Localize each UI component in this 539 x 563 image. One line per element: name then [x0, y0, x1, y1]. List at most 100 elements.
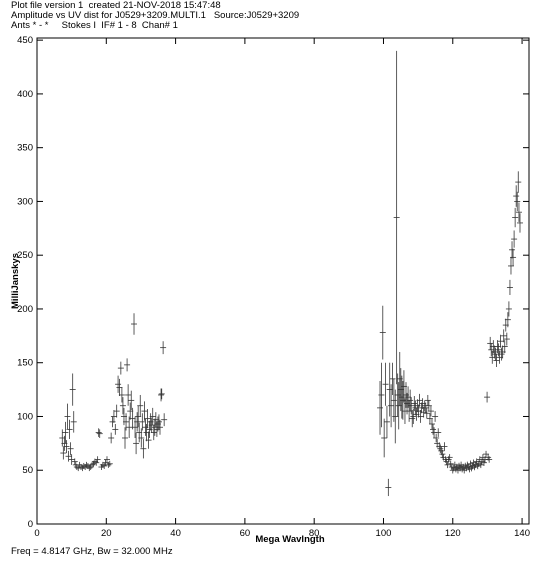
data-point [410, 408, 417, 425]
data-point [145, 431, 152, 449]
data-point [435, 428, 442, 437]
data-point [504, 312, 511, 328]
x-tick-label: 120 [445, 528, 461, 539]
x-axis-label: Mega Wavlngth [255, 534, 325, 545]
data-point [379, 305, 386, 360]
data-point [486, 456, 493, 463]
data-point [484, 391, 491, 403]
y-axis-label: MilliJanskys [10, 253, 21, 309]
y-tick-label: 200 [17, 304, 33, 315]
x-tick-label: 40 [170, 528, 181, 539]
data-point [432, 411, 439, 422]
axis-ticks: 0 20 40 60 80 100 120 140 0 50 100 150 200 250 300 350 4… [17, 35, 530, 539]
plot-header-line-2: Amplitude vs UV dist for J0529+3209.MULT… [11, 10, 300, 21]
data-point [428, 418, 435, 430]
data-points [59, 50, 523, 497]
data-point [513, 185, 520, 207]
data-point [112, 424, 119, 435]
data-point [495, 343, 502, 357]
data-point [66, 419, 73, 440]
x-tick-label: 140 [514, 528, 530, 539]
data-point [86, 465, 93, 472]
data-point [389, 362, 396, 395]
data-point [65, 450, 72, 462]
data-point [118, 387, 125, 403]
data-point [60, 446, 67, 460]
data-point [127, 402, 134, 420]
data-point [129, 407, 136, 430]
data-point [161, 413, 168, 427]
data-point [408, 397, 415, 415]
y-tick-label: 50 [22, 465, 33, 476]
data-point [492, 347, 499, 361]
data-point [115, 375, 122, 393]
data-point [144, 408, 151, 429]
plot-frame [36, 37, 530, 525]
data-point [125, 384, 132, 406]
data-point [119, 397, 126, 415]
data-point [437, 444, 444, 454]
data-point [128, 390, 135, 411]
data-point [116, 378, 123, 397]
data-point [95, 428, 102, 437]
data-point [141, 401, 148, 421]
data-point [139, 413, 146, 431]
y-tick-label: 450 [17, 35, 33, 46]
data-point [444, 461, 451, 469]
data-point [381, 418, 388, 458]
data-point [385, 478, 392, 497]
data-point [497, 334, 504, 348]
y-tick-label: 400 [17, 89, 33, 100]
data-point [506, 279, 513, 295]
x-tick-label: 20 [101, 528, 112, 539]
data-point [390, 378, 397, 422]
data-point [113, 404, 120, 418]
data-point [433, 433, 440, 443]
x-tick-label: 80 [309, 528, 320, 539]
y-tick-label: 100 [17, 411, 33, 422]
data-point [96, 429, 103, 438]
data-point [70, 411, 77, 433]
y-tick-label: 0 [28, 519, 33, 530]
x-tick-label: 100 [376, 528, 392, 539]
data-point [110, 410, 117, 423]
data-point [382, 362, 389, 406]
data-point [117, 361, 124, 375]
data-point [158, 388, 165, 402]
data-point [134, 412, 141, 432]
data-point [447, 460, 454, 468]
data-point [383, 405, 390, 438]
data-point [501, 340, 508, 354]
data-point [149, 407, 156, 426]
data-point [103, 456, 110, 463]
data-point [510, 248, 517, 266]
data-point [71, 458, 78, 465]
x-tick-label: 60 [240, 528, 251, 539]
data-point [160, 341, 167, 355]
data-point [505, 301, 512, 317]
data-point [124, 358, 131, 372]
data-point [93, 459, 100, 466]
data-point [68, 454, 75, 465]
data-point [423, 407, 430, 419]
data-point [498, 347, 505, 361]
data-point [158, 388, 165, 400]
frequency-footer: Freq = 4.8147 GHz, Bw = 32.000 MHz [11, 546, 173, 557]
data-point [514, 191, 521, 212]
data-point [386, 362, 393, 417]
data-point [409, 410, 416, 428]
data-point [63, 440, 70, 454]
data-point [108, 432, 115, 444]
y-tick-label: 350 [17, 143, 33, 154]
data-point [512, 207, 519, 228]
data-point [480, 459, 487, 466]
data-point [126, 416, 133, 438]
data-point [101, 462, 108, 469]
data-point [407, 389, 414, 412]
data-point [106, 460, 113, 467]
data-point [89, 461, 96, 468]
data-point [494, 340, 501, 354]
data-point [123, 413, 130, 431]
y-tick-label: 150 [17, 358, 33, 369]
